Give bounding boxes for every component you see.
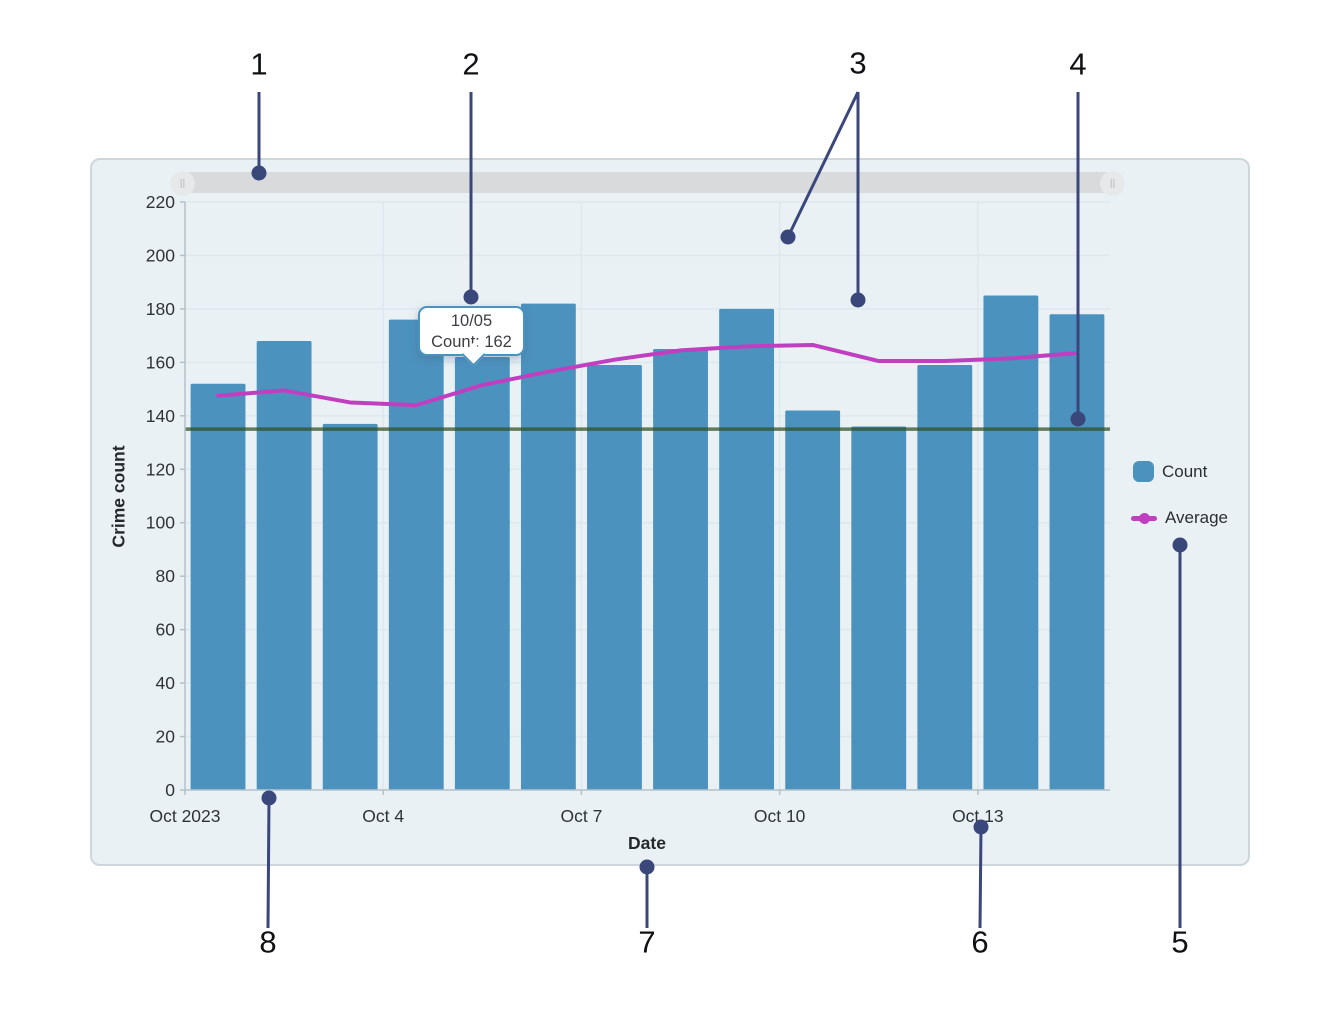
callout-number-bars: 8 <box>259 924 277 960</box>
callout-number-plot-area: 3 <box>849 45 867 81</box>
callout-number-time-slider: 1 <box>250 46 268 82</box>
chart-tooltip: 10/05 Count: 162 <box>418 306 525 367</box>
time-slider-right-handle[interactable]: ‖ <box>1100 171 1125 196</box>
time-slider-track[interactable] <box>180 172 1115 193</box>
callout-number-tooltip: 2 <box>462 46 480 82</box>
callout-number-legend: 5 <box>1171 924 1189 960</box>
legend-label: Average <box>1165 508 1229 527</box>
y-axis-title: Crime count <box>108 445 129 548</box>
count-swatch-icon <box>1133 461 1154 482</box>
legend-label: Count <box>1162 461 1208 481</box>
chart-panel <box>90 158 1250 866</box>
grip-icon: ‖ <box>179 176 186 191</box>
tooltip-date: 10/05 <box>450 312 493 330</box>
legend-item-count[interactable]: Count <box>1133 461 1207 482</box>
time-slider-left-handle[interactable]: ‖ <box>170 171 195 196</box>
callout-number-x-axis-labels: 6 <box>971 924 989 960</box>
callout-number-guide-line: 4 <box>1069 46 1087 82</box>
callout-number-x-axis-title: 7 <box>638 924 656 960</box>
average-swatch-icon <box>1131 512 1157 524</box>
x-axis-title: Date <box>628 833 666 853</box>
legend-item-average[interactable]: Average <box>1131 508 1228 528</box>
grip-icon: ‖ <box>1109 176 1116 191</box>
